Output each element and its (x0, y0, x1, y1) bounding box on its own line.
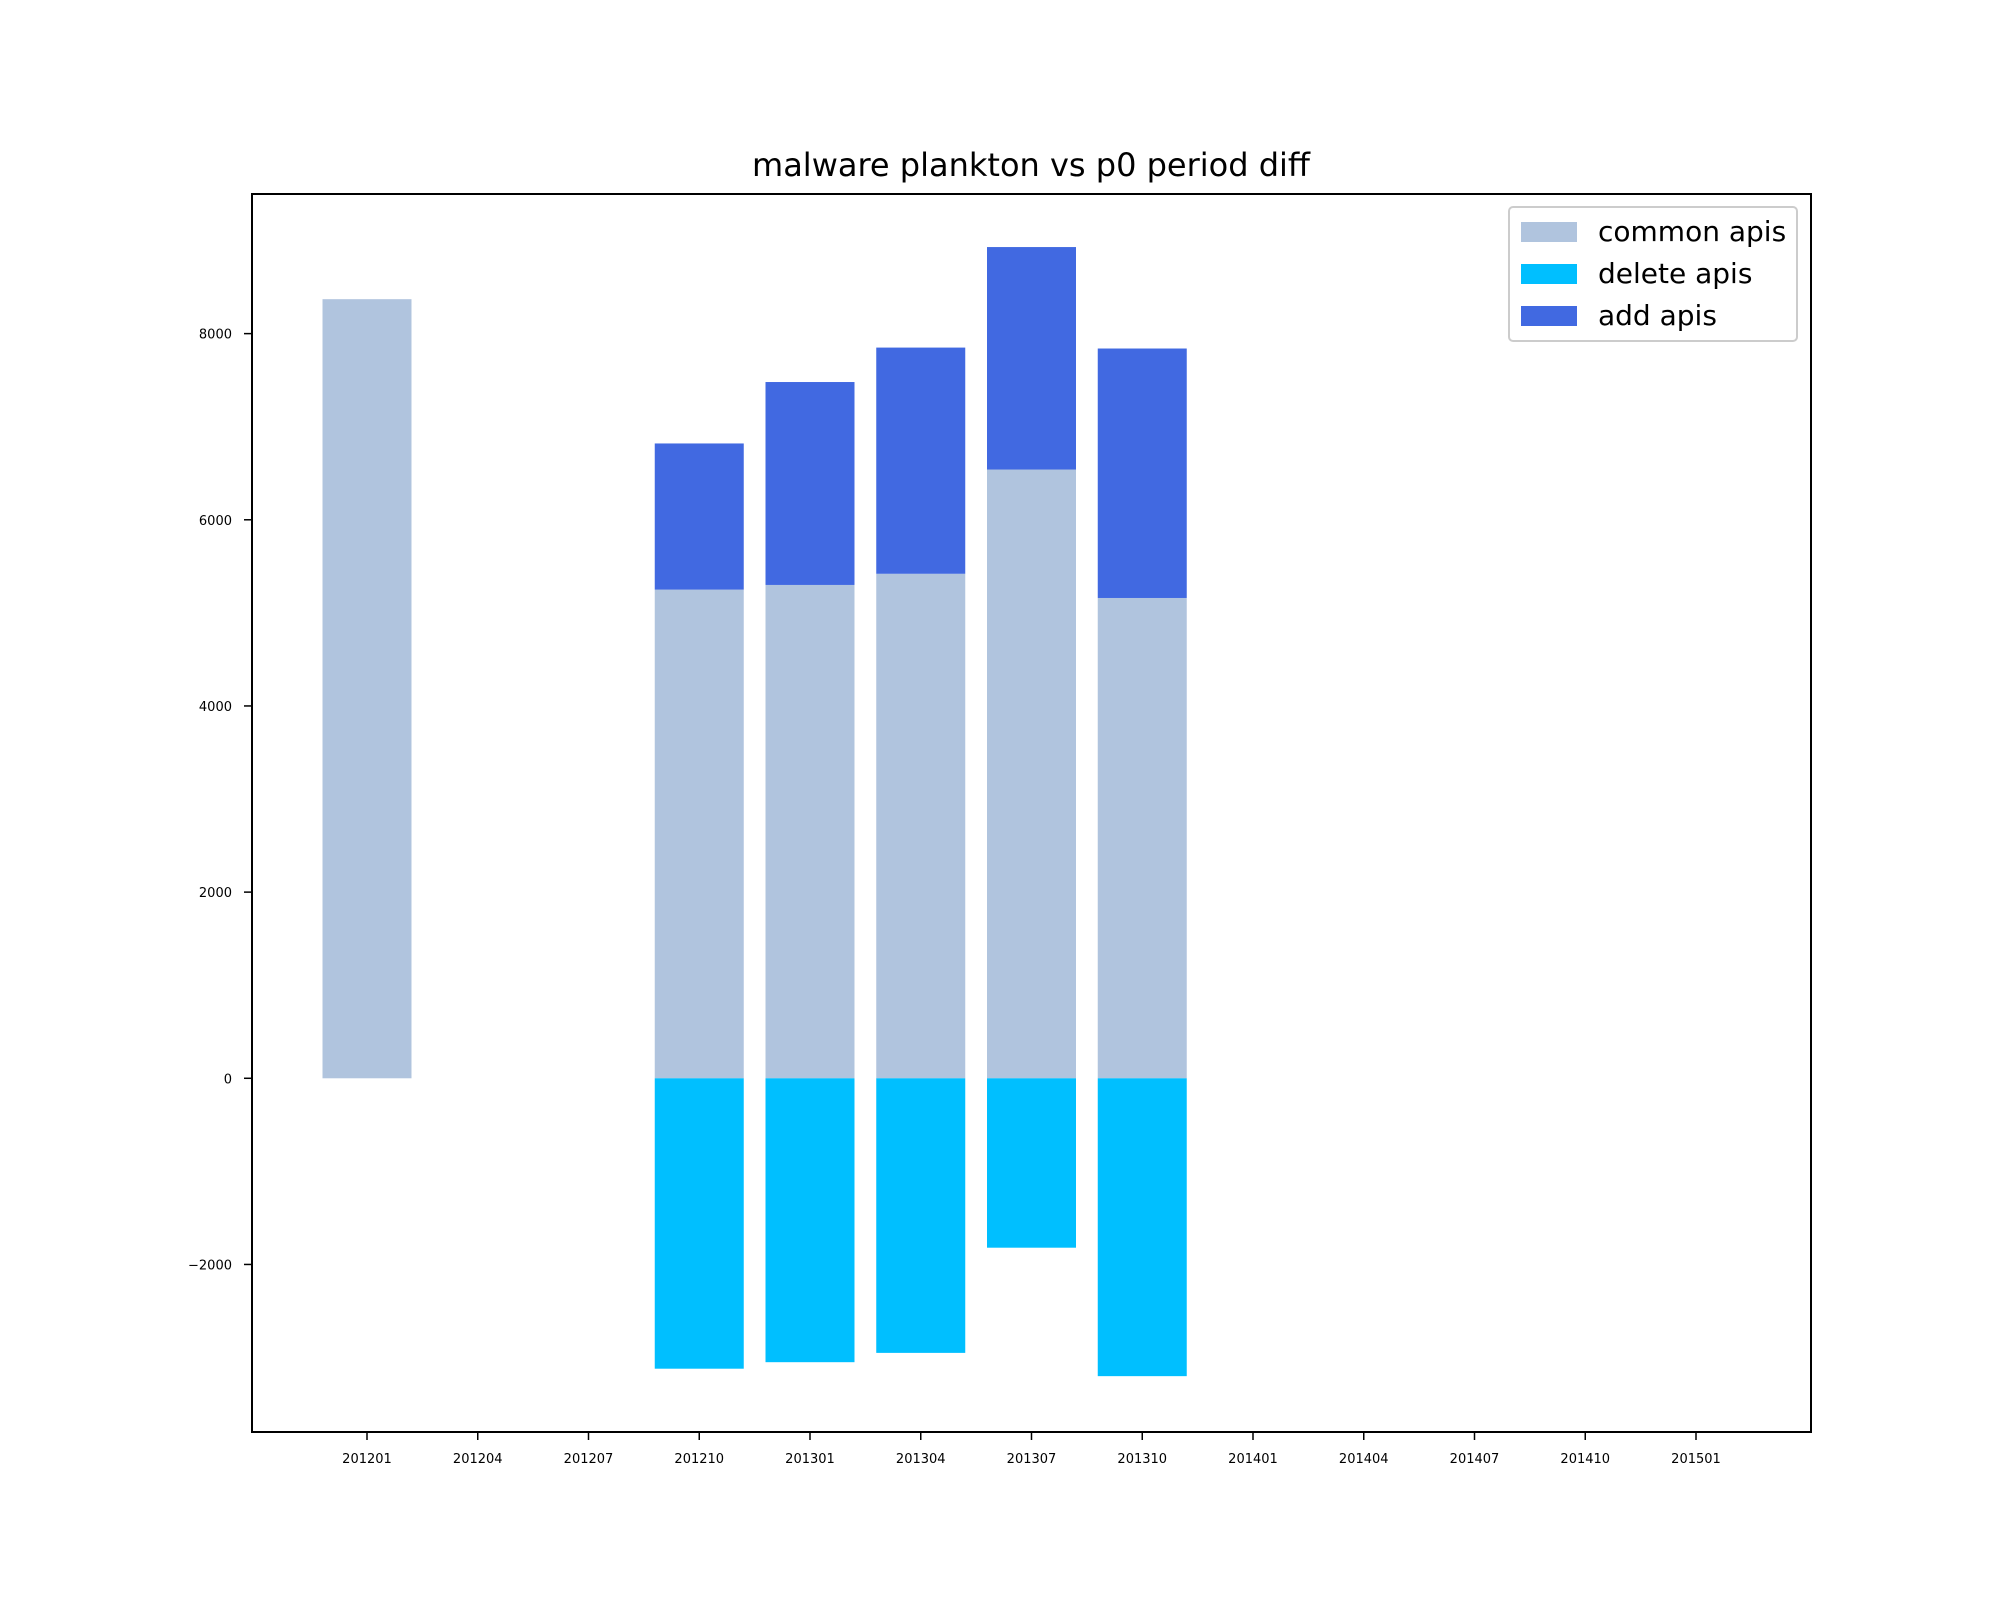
bars-layer (322, 247, 1187, 1377)
legend-swatch-delete-apis (1521, 264, 1577, 284)
bar-delete-apis-201307 (987, 1078, 1076, 1248)
x-tick-label-201501: 201501 (1671, 1452, 1721, 1467)
bar-add-apis-201307 (987, 247, 1076, 470)
y-tick-label-2000: 2000 (199, 886, 232, 901)
x-tick-label-201310: 201310 (1117, 1452, 1167, 1467)
bar-delete-apis-201301 (765, 1078, 855, 1363)
bar-delete-apis-201310 (1097, 1078, 1187, 1377)
y-tick-label-8000: 8000 (199, 328, 232, 343)
bar-common-apis-201304 (876, 573, 966, 1079)
bar-common-apis-201301 (765, 584, 855, 1079)
x-tick-label-201204: 201204 (453, 1452, 503, 1467)
bar-add-apis-201301 (765, 382, 855, 585)
legend-swatch-add-apis (1521, 306, 1577, 326)
legend-label-add-apis: add apis (1598, 299, 1717, 332)
legend-box (1508, 206, 1798, 342)
x-tick-label-201304: 201304 (896, 1452, 946, 1467)
legend-label-common-apis: common apis (1598, 215, 1786, 248)
bar-add-apis-201310 (1097, 348, 1187, 598)
bar-common-apis-201210 (654, 589, 744, 1079)
bar-add-apis-201304 (876, 347, 966, 574)
x-tick-label-201210: 201210 (674, 1452, 724, 1467)
y-tick-label-4000: 4000 (199, 700, 232, 715)
x-tick-label-201410: 201410 (1560, 1452, 1610, 1467)
bar-add-apis-201210 (654, 443, 744, 590)
bar-delete-apis-201210 (654, 1078, 744, 1369)
bar-common-apis-201307 (987, 469, 1076, 1079)
x-tick-label-201207: 201207 (564, 1452, 614, 1467)
bar-delete-apis-201304 (876, 1078, 966, 1353)
legend-label-delete-apis: delete apis (1598, 257, 1752, 290)
y-tick-label-0: 0 (224, 1072, 232, 1087)
x-tick-label-201307: 201307 (1007, 1452, 1057, 1467)
y-tick-label-6000: 6000 (199, 514, 232, 529)
y-tick-label--2000: −2000 (188, 1258, 232, 1273)
x-tick-label-201301: 201301 (785, 1452, 835, 1467)
y-axis: −2000 0 2000 4000 6000 8000 (188, 328, 252, 1273)
x-tick-label-201201: 201201 (342, 1452, 392, 1467)
bar-common-apis-201201 (322, 299, 412, 1079)
bar-common-apis-201310 (1097, 597, 1187, 1079)
x-tick-label-201407: 201407 (1450, 1452, 1500, 1467)
x-tick-label-201404: 201404 (1339, 1452, 1389, 1467)
chart-title: malware plankton vs p0 period diff (752, 146, 1311, 184)
x-tick-label-201401: 201401 (1228, 1452, 1278, 1467)
x-axis: 201201 201204 201207 201210 201301 201304 2013… (342, 1432, 1721, 1467)
legend-swatch-common-apis (1521, 222, 1577, 242)
legend: common apis delete apis add apis (1508, 206, 1798, 342)
